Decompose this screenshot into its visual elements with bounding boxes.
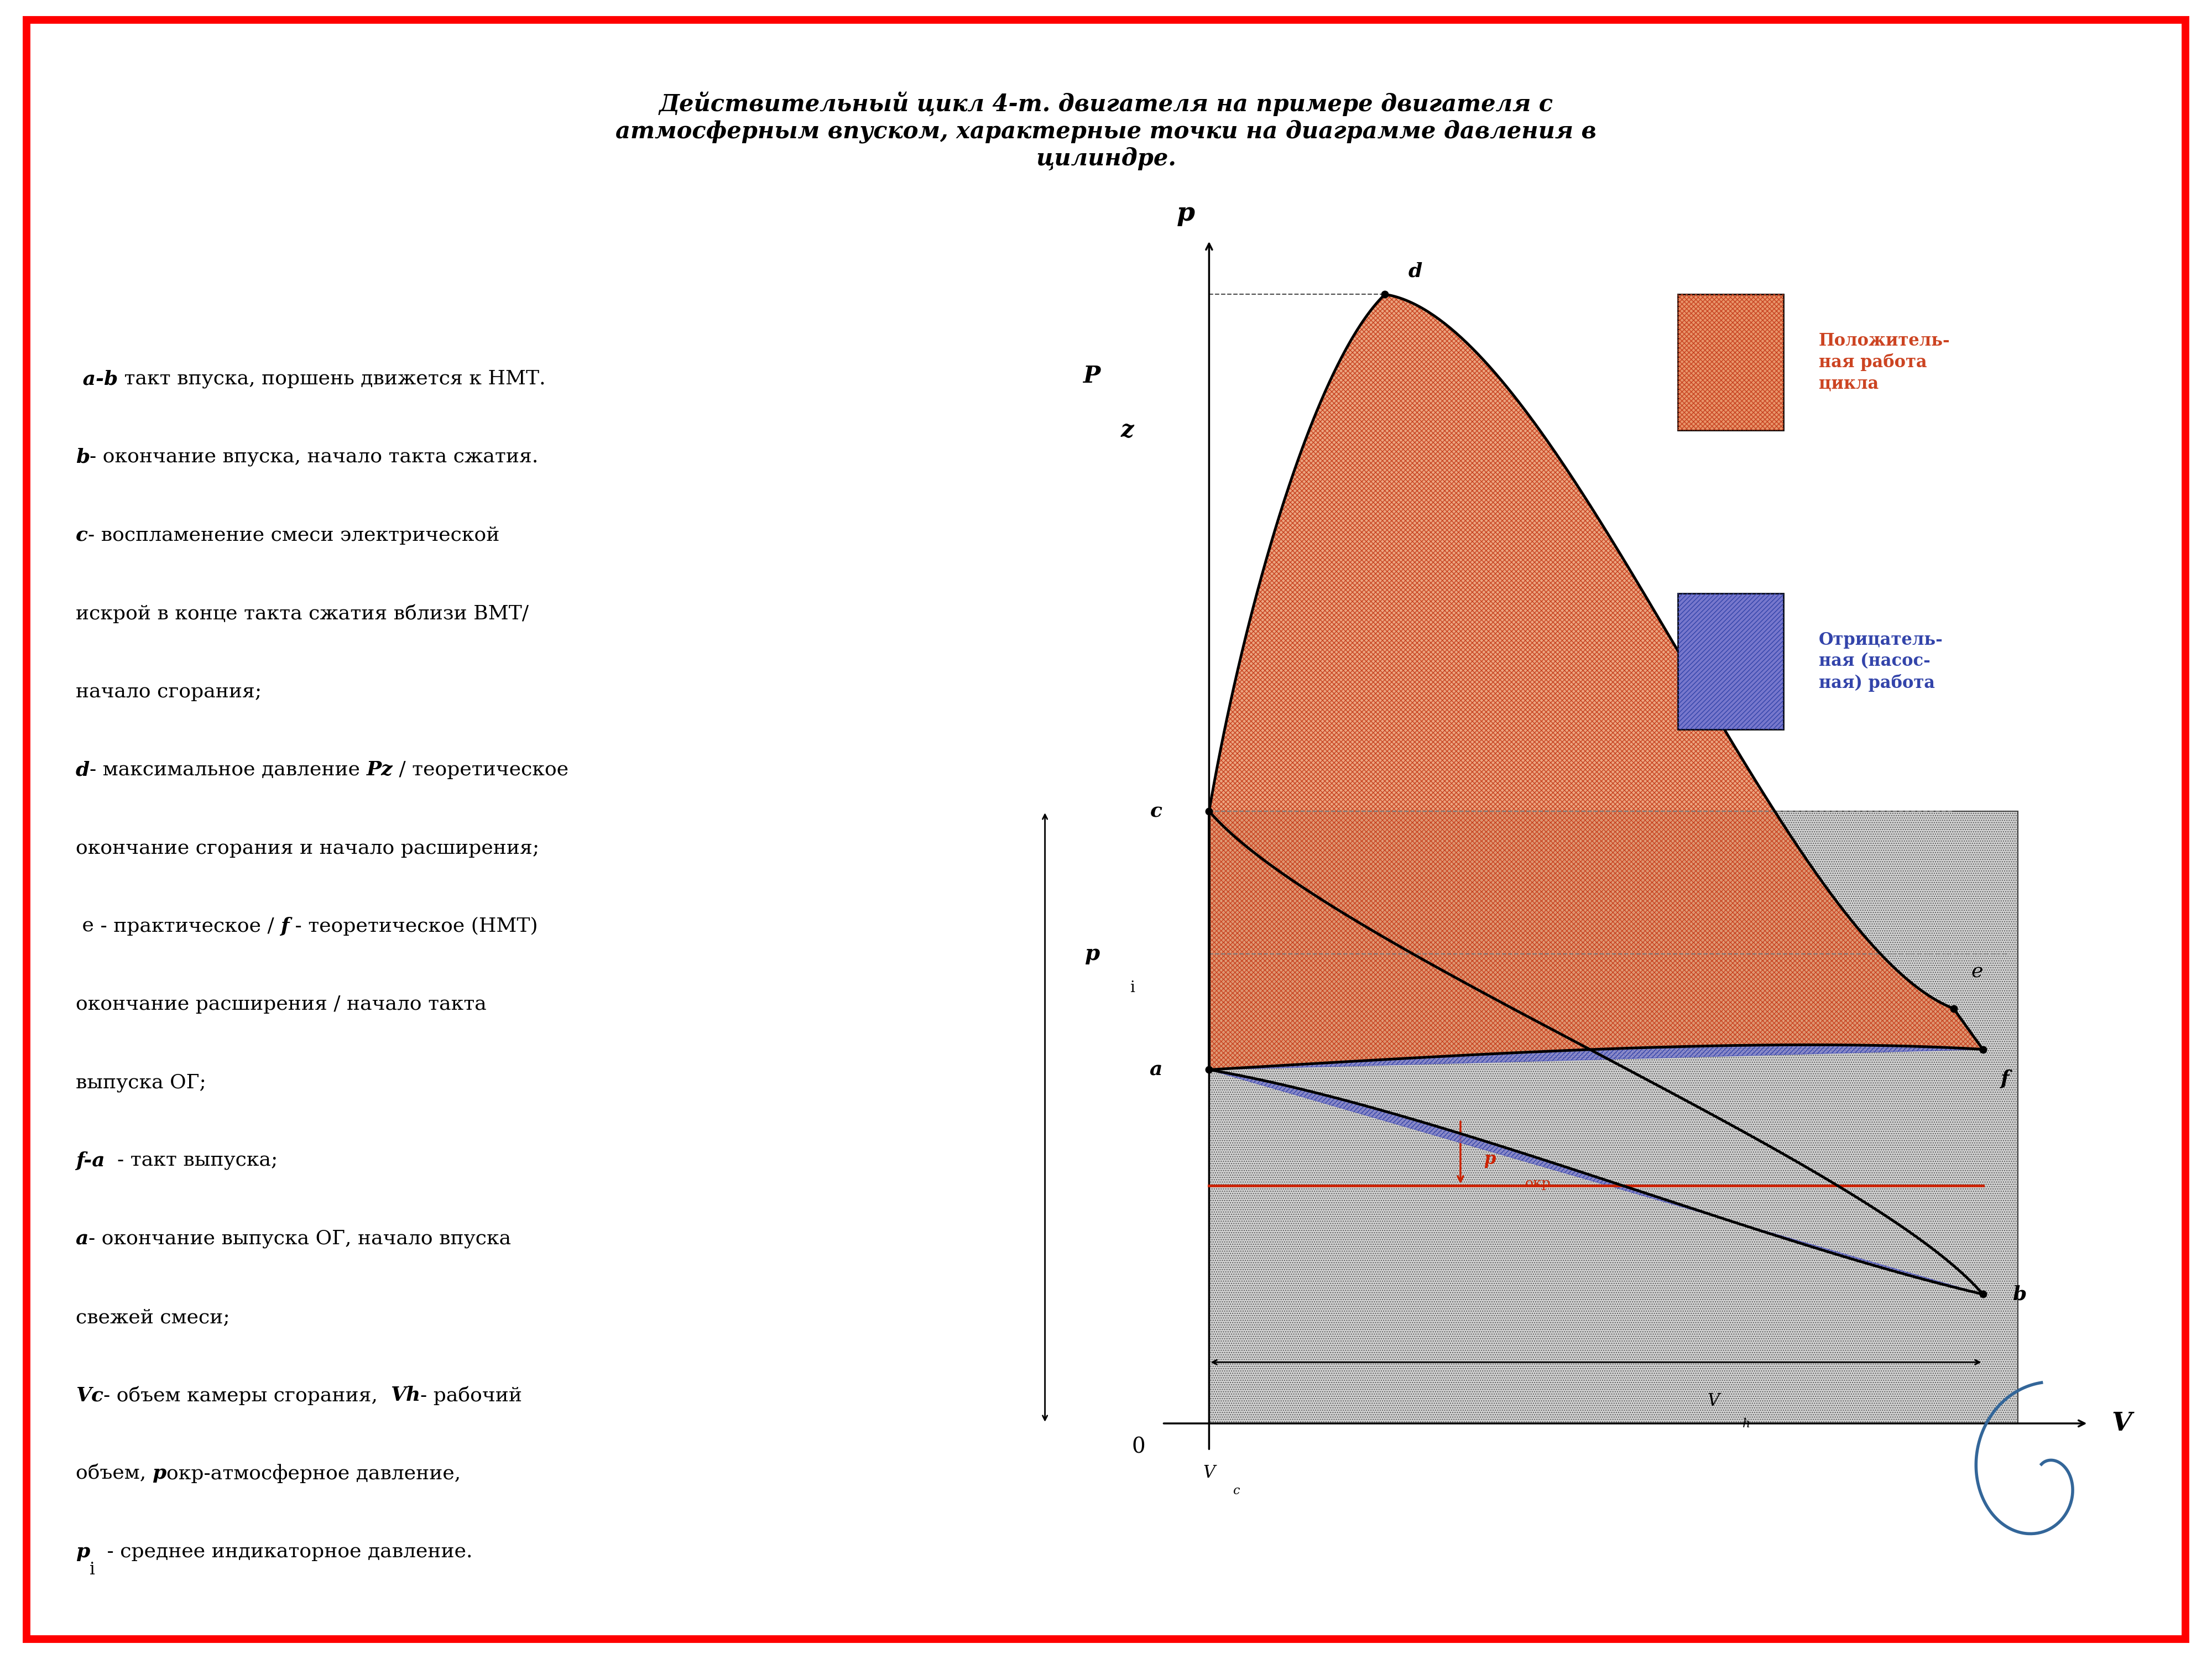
Text: - теоретическое (НМТ): - теоретическое (НМТ): [290, 917, 538, 936]
Text: i: i: [1130, 980, 1135, 995]
Text: i: i: [91, 1561, 95, 1578]
Text: c: c: [1232, 1485, 1239, 1496]
Text: f: f: [281, 917, 290, 936]
Polygon shape: [1210, 294, 1982, 1070]
Text: 0: 0: [1133, 1437, 1146, 1458]
Text: d: d: [1409, 262, 1422, 280]
Text: Pz: Pz: [367, 760, 394, 780]
Text: a: a: [1150, 1060, 1161, 1078]
Text: окр: окр: [1524, 1178, 1551, 1190]
Text: b: b: [2013, 1284, 2026, 1304]
Text: p: p: [1484, 1151, 1495, 1168]
Text: p: p: [153, 1463, 166, 1483]
Text: h: h: [1743, 1418, 1750, 1430]
Text: - такт выпуска;: - такт выпуска;: [104, 1151, 279, 1170]
Text: f: f: [2000, 1070, 2008, 1088]
Text: - среднее индикаторное давление.: - среднее индикаторное давление.: [102, 1543, 473, 1561]
Text: - воспламенение смеси электрической: - воспламенение смеси электрической: [88, 526, 500, 544]
Polygon shape: [1210, 1045, 1982, 1294]
Text: a-b: a-b: [75, 370, 117, 388]
Text: искрой в конце такта сжатия вблизи ВМТ/: искрой в конце такта сжатия вблизи ВМТ/: [75, 604, 529, 624]
Text: окр-атмосферное давление,: окр-атмосферное давление,: [166, 1463, 460, 1483]
Text: P: P: [1084, 365, 1102, 388]
Text: / теоретическое: / теоретическое: [394, 760, 568, 780]
Polygon shape: [1210, 811, 2017, 1423]
Text: - объем камеры сгорания,: - объем камеры сгорания,: [104, 1385, 389, 1405]
Text: f-a: f-a: [75, 1151, 104, 1170]
Text: e: e: [1971, 962, 1982, 982]
Text: e: e: [75, 917, 93, 936]
Text: d: d: [75, 760, 91, 780]
Polygon shape: [1679, 294, 1783, 430]
Text: p: p: [1177, 201, 1194, 226]
Text: - окончание выпуска ОГ, начало впуска: - окончание выпуска ОГ, начало впуска: [88, 1229, 511, 1248]
Text: Vh: Vh: [389, 1385, 420, 1405]
Text: - рабочий: - рабочий: [420, 1385, 522, 1405]
Text: b: b: [75, 448, 91, 466]
Text: V: V: [2112, 1410, 2132, 1437]
Text: такт впуска, поршень движется к НМТ.: такт впуска, поршень движется к НМТ.: [117, 370, 546, 388]
Text: Положитель-
ная работа
цикла: Положитель- ная работа цикла: [1818, 332, 1951, 393]
Text: Отрицатель-
ная (насос-
ная) работа: Отрицатель- ная (насос- ная) работа: [1818, 632, 1942, 692]
Text: c: c: [1150, 801, 1161, 821]
Text: V: V: [1708, 1392, 1719, 1410]
Text: Действительный цикл 4-т. двигателя на примере двигателя с
атмосферным впуском, х: Действительный цикл 4-т. двигателя на пр…: [615, 91, 1597, 171]
Text: p: p: [1084, 944, 1099, 964]
Text: выпуска ОГ;: выпуска ОГ;: [75, 1073, 206, 1092]
Text: окончание сгорания и начало расширения;: окончание сгорания и начало расширения;: [75, 839, 540, 858]
Polygon shape: [1679, 594, 1783, 730]
Text: начало сгорания;: начало сгорания;: [75, 682, 261, 702]
Text: c: c: [75, 526, 88, 544]
Text: - окончание впуска, начало такта сжатия.: - окончание впуска, начало такта сжатия.: [91, 448, 538, 466]
Text: p: p: [75, 1543, 91, 1561]
Text: свежей смеси;: свежей смеси;: [75, 1307, 230, 1327]
Text: Vc: Vc: [75, 1385, 104, 1405]
Text: - максимальное давление: - максимальное давление: [91, 760, 367, 780]
Text: z: z: [1121, 418, 1133, 441]
Text: окончание расширения / начало такта: окончание расширения / начало такта: [75, 995, 487, 1014]
Text: объем,: объем,: [75, 1463, 153, 1483]
Text: - практическое /: - практическое /: [93, 917, 281, 936]
Text: V: V: [1203, 1465, 1214, 1481]
Text: a: a: [75, 1229, 88, 1248]
